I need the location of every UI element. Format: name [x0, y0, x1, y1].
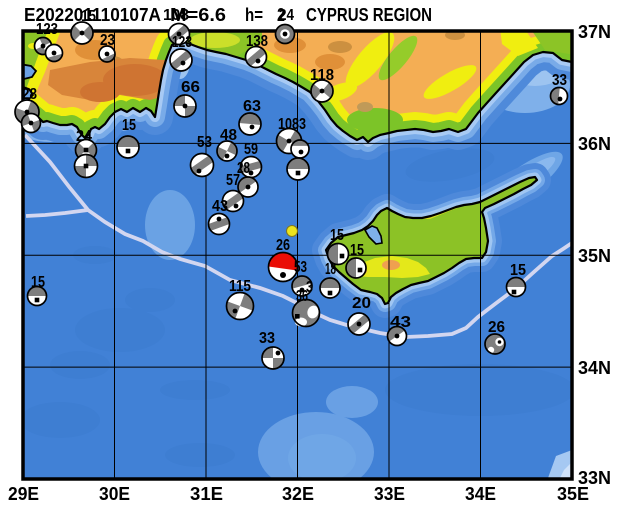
svg-text:E202201110107A: E202201110107A [24, 5, 161, 25]
svg-text:33E: 33E [374, 484, 405, 504]
svg-text:59: 59 [244, 141, 258, 158]
svg-text:43: 43 [212, 198, 228, 215]
svg-text:28: 28 [237, 160, 250, 177]
svg-text:18: 18 [325, 261, 336, 278]
svg-text:57: 57 [226, 172, 240, 189]
svg-text:15: 15 [122, 117, 136, 134]
svg-text:118: 118 [310, 67, 334, 84]
svg-text:3: 3 [306, 279, 313, 296]
svg-text:34E: 34E [465, 484, 496, 504]
svg-text:35N: 35N [578, 246, 611, 266]
svg-text:123: 123 [172, 34, 192, 51]
svg-text:30E: 30E [99, 484, 130, 504]
svg-text:32E: 32E [282, 484, 314, 504]
svg-text:36N: 36N [578, 134, 611, 154]
svg-text:53: 53 [197, 134, 212, 151]
svg-text:63: 63 [243, 98, 261, 115]
svg-text:15: 15 [330, 227, 344, 244]
svg-text:24: 24 [279, 7, 294, 24]
svg-text:26: 26 [488, 319, 505, 336]
svg-text:115: 115 [229, 278, 251, 295]
svg-text:66: 66 [181, 79, 200, 96]
svg-text:43: 43 [390, 314, 411, 331]
svg-text:28: 28 [22, 86, 37, 103]
svg-text:23: 23 [100, 32, 115, 49]
svg-text:35E: 35E [557, 484, 589, 504]
svg-text:15: 15 [510, 262, 526, 279]
svg-text:37N: 37N [578, 22, 611, 42]
svg-text:123: 123 [36, 21, 58, 38]
svg-text:15: 15 [31, 274, 45, 291]
svg-text:33: 33 [259, 330, 275, 347]
svg-text:15: 15 [350, 242, 364, 259]
svg-text:31E: 31E [190, 484, 223, 504]
svg-text:108: 108 [163, 7, 189, 24]
svg-text:138: 138 [246, 33, 268, 50]
svg-text:1083: 1083 [278, 116, 306, 133]
svg-text:48: 48 [220, 127, 237, 144]
svg-text:M=6.6: M=6.6 [170, 5, 226, 25]
svg-text:29E: 29E [8, 484, 39, 504]
svg-text:33: 33 [552, 72, 567, 89]
svg-text:53: 53 [294, 259, 307, 276]
svg-text:24: 24 [76, 128, 92, 145]
svg-text:CYPRUS REGION: CYPRUS REGION [306, 5, 432, 25]
svg-text:20: 20 [352, 295, 371, 312]
svg-text:2: 2 [277, 5, 285, 25]
svg-text:36: 36 [296, 288, 308, 305]
svg-text:26: 26 [276, 237, 290, 254]
svg-text:34N: 34N [578, 358, 611, 378]
svg-text:33N: 33N [578, 468, 611, 488]
svg-text:15: 15 [81, 8, 96, 25]
svg-text:h=: h= [245, 5, 263, 25]
